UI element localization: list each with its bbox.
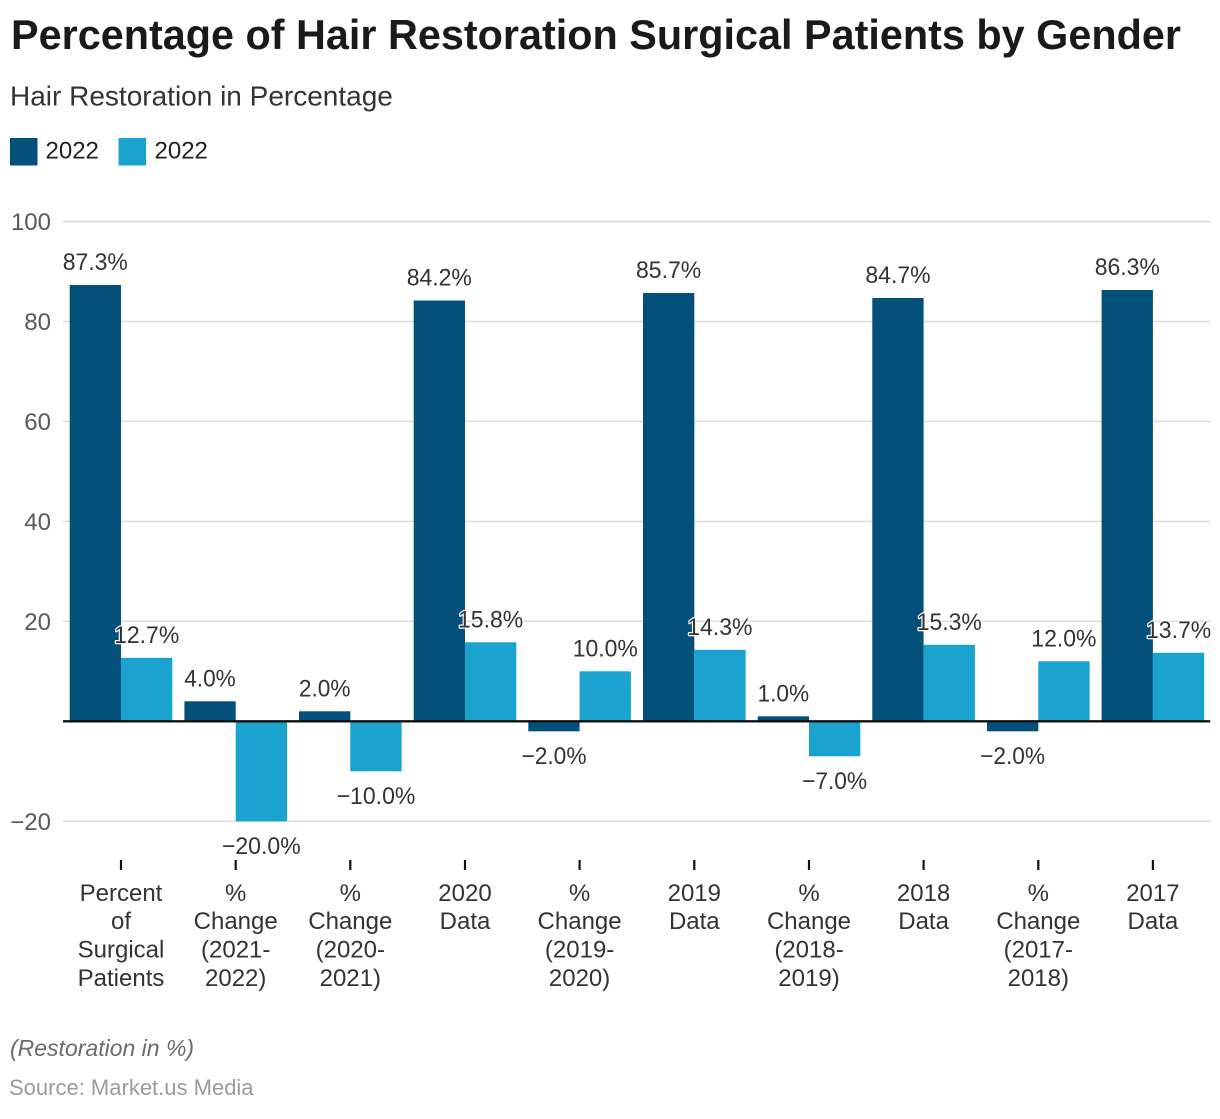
svg-text:87.3%: 87.3% xyxy=(63,249,128,276)
svg-text:%Change(2021-2022): % Change (2021-2022) xyxy=(194,880,278,992)
svg-text:20: 20 xyxy=(24,609,51,636)
svg-text:−20: −20 xyxy=(10,809,51,836)
svg-text:%Change(2020-2021): % Change (2020-2021) xyxy=(308,880,392,992)
svg-text:84.2%: 84.2% xyxy=(407,265,472,292)
svg-text:15.8%: 15.8% xyxy=(458,606,523,633)
svg-text:1.0%: 1.0% xyxy=(758,680,810,707)
svg-text:40: 40 xyxy=(24,509,51,536)
svg-text:%Change(2018-2019): % Change (2018-2019) xyxy=(767,880,851,992)
svg-text:100: 100 xyxy=(11,209,51,236)
svg-text:2.0%: 2.0% xyxy=(299,675,351,702)
svg-text:80: 80 xyxy=(24,309,51,336)
svg-text:−7.0%: −7.0% xyxy=(802,768,867,795)
svg-text:13.7%: 13.7% xyxy=(1146,617,1211,644)
svg-text:14.3%: 14.3% xyxy=(687,614,752,641)
svg-text:84.7%: 84.7% xyxy=(865,262,930,289)
svg-text:15.3%: 15.3% xyxy=(917,609,982,636)
svg-text:−20.0%: −20.0% xyxy=(222,833,301,860)
svg-text:2022: 2022 xyxy=(46,138,99,165)
svg-text:12.7%: 12.7% xyxy=(114,622,179,649)
svg-text:Source: Market.us Media: Source: Market.us Media xyxy=(9,1075,254,1100)
svg-text:60: 60 xyxy=(24,409,51,436)
svg-text:86.3%: 86.3% xyxy=(1095,254,1160,281)
svg-text:Hair Restoration in Percentage: Hair Restoration in Percentage xyxy=(10,81,393,112)
svg-text:2022: 2022 xyxy=(155,138,208,165)
svg-text:(Restoration in %): (Restoration in %) xyxy=(10,1035,194,1061)
svg-text:85.7%: 85.7% xyxy=(636,257,701,284)
svg-text:Percentage of Hair Restoration: Percentage of Hair Restoration Surgical … xyxy=(11,11,1181,58)
svg-text:%Change(2019-2020): % Change (2019-2020) xyxy=(538,880,622,992)
svg-text:−2.0%: −2.0% xyxy=(521,743,586,770)
svg-text:4.0%: 4.0% xyxy=(184,665,236,692)
svg-text:%Change(2017-2018): % Change (2017-2018) xyxy=(996,880,1080,992)
svg-text:−10.0%: −10.0% xyxy=(337,783,416,810)
svg-text:10.0%: 10.0% xyxy=(573,635,638,662)
svg-text:−2.0%: −2.0% xyxy=(980,743,1045,770)
svg-text:12.0%: 12.0% xyxy=(1031,625,1096,652)
